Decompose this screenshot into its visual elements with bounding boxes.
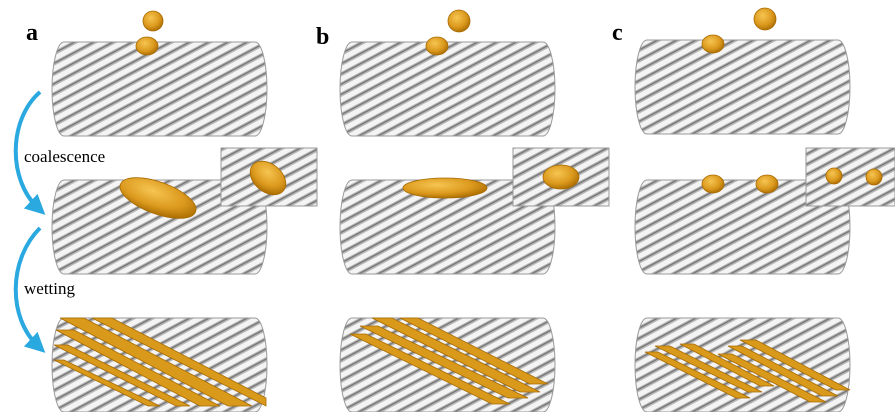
droplet <box>754 8 776 30</box>
droplet <box>136 37 158 55</box>
droplet <box>756 175 778 193</box>
droplet <box>543 165 579 189</box>
droplet <box>403 178 487 198</box>
droplet <box>866 169 882 185</box>
fiber <box>52 42 267 136</box>
droplet <box>702 35 724 53</box>
fiber <box>635 40 850 134</box>
step-label: coalescence <box>24 147 105 166</box>
figure: a b c coalescence wetting <box>0 0 895 412</box>
droplet <box>826 168 842 184</box>
droplet <box>143 11 163 31</box>
droplet <box>702 175 724 193</box>
fiber <box>340 42 555 136</box>
droplet <box>448 10 470 32</box>
panel-label: b <box>316 24 329 50</box>
droplet <box>426 37 448 55</box>
step-label: wetting <box>24 279 75 298</box>
panel-label: a <box>26 20 38 46</box>
panel-label: c <box>612 20 623 46</box>
